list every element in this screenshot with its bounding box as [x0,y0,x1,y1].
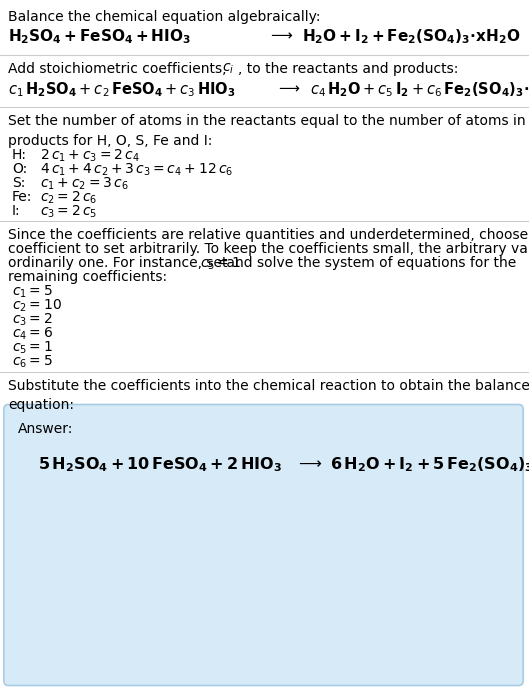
Text: Fe:: Fe: [12,190,32,204]
Text: $c_4\,\mathbf{H_2O} + c_5\,\mathbf{I_2} + c_6\,\mathbf{Fe_2(SO_4)_3{\cdot}xH_2O}: $c_4\,\mathbf{H_2O} + c_5\,\mathbf{I_2} … [310,80,529,99]
Text: O:: O: [12,162,28,176]
Text: $\longrightarrow$: $\longrightarrow$ [268,27,294,42]
Text: $4\,c_1 + 4\,c_2 + 3\,c_3 = c_4 + 12\,c_6$: $4\,c_1 + 4\,c_2 + 3\,c_3 = c_4 + 12\,c_… [40,162,233,179]
Text: coefficient to set arbitrarily. To keep the coefficients small, the arbitrary va: coefficient to set arbitrarily. To keep … [8,242,529,256]
Text: $\mathbf{H_2O + I_2 + Fe_2(SO_4)_3{\cdot}xH_2O}$: $\mathbf{H_2O + I_2 + Fe_2(SO_4)_3{\cdot… [302,27,521,46]
Text: Set the number of atoms in the reactants equal to the number of atoms in the
pro: Set the number of atoms in the reactants… [8,114,529,148]
Text: I:: I: [12,204,21,218]
Text: H:: H: [12,148,27,162]
Text: , to the reactants and products:: , to the reactants and products: [238,62,458,76]
Text: $c_1 + c_2 = 3\,c_6$: $c_1 + c_2 = 3\,c_6$ [40,176,129,192]
Text: S:: S: [12,176,25,190]
Text: $c_2 = 10$: $c_2 = 10$ [12,298,62,315]
Text: and solve the system of equations for the: and solve the system of equations for th… [222,256,516,270]
Text: Add stoichiometric coefficients,: Add stoichiometric coefficients, [8,62,231,76]
Text: Answer:: Answer: [18,422,74,436]
Text: $c_i$: $c_i$ [222,62,234,76]
Text: Balance the chemical equation algebraically:: Balance the chemical equation algebraica… [8,10,321,24]
Text: $\mathbf{H_2SO_4 + FeSO_4 + HIO_3}$: $\mathbf{H_2SO_4 + FeSO_4 + HIO_3}$ [8,27,191,46]
Text: ordinarily one. For instance, set: ordinarily one. For instance, set [8,256,232,270]
Text: $c_1\,\mathbf{H_2SO_4} + c_2\,\mathbf{FeSO_4} + c_3\,\mathbf{HIO_3}$: $c_1\,\mathbf{H_2SO_4} + c_2\,\mathbf{Fe… [8,80,236,99]
Text: $c_3 = 2\,c_5$: $c_3 = 2\,c_5$ [40,204,97,221]
Text: $c_2 = 2\,c_6$: $c_2 = 2\,c_6$ [40,190,97,206]
Text: Since the coefficients are relative quantities and underdetermined, choose a: Since the coefficients are relative quan… [8,228,529,242]
Text: remaining coefficients:: remaining coefficients: [8,270,167,284]
Text: $\longrightarrow$: $\longrightarrow$ [295,455,322,470]
Text: $\mathbf{6\,H_2O + I_2 + 5\,Fe_2(SO_4)_3{\cdot}xH_2O}$: $\mathbf{6\,H_2O + I_2 + 5\,Fe_2(SO_4)_3… [330,455,529,474]
Text: $c_4 = 6$: $c_4 = 6$ [12,326,53,342]
Text: $c_6 = 5$: $c_6 = 5$ [12,354,53,370]
Text: $c_1 = 5$: $c_1 = 5$ [12,284,53,300]
Text: $\mathbf{5\,H_2SO_4 + 10\,FeSO_4 + 2\,HIO_3}$: $\mathbf{5\,H_2SO_4 + 10\,FeSO_4 + 2\,HI… [38,455,282,474]
Text: Substitute the coefficients into the chemical reaction to obtain the balanced
eq: Substitute the coefficients into the che… [8,379,529,412]
Text: $2\,c_1 + c_3 = 2\,c_4$: $2\,c_1 + c_3 = 2\,c_4$ [40,148,140,164]
Text: $c_5 = 1$: $c_5 = 1$ [200,256,241,273]
Text: $c_3 = 2$: $c_3 = 2$ [12,312,52,328]
Text: $c_5 = 1$: $c_5 = 1$ [12,340,53,357]
Text: $\longrightarrow$: $\longrightarrow$ [276,80,301,95]
